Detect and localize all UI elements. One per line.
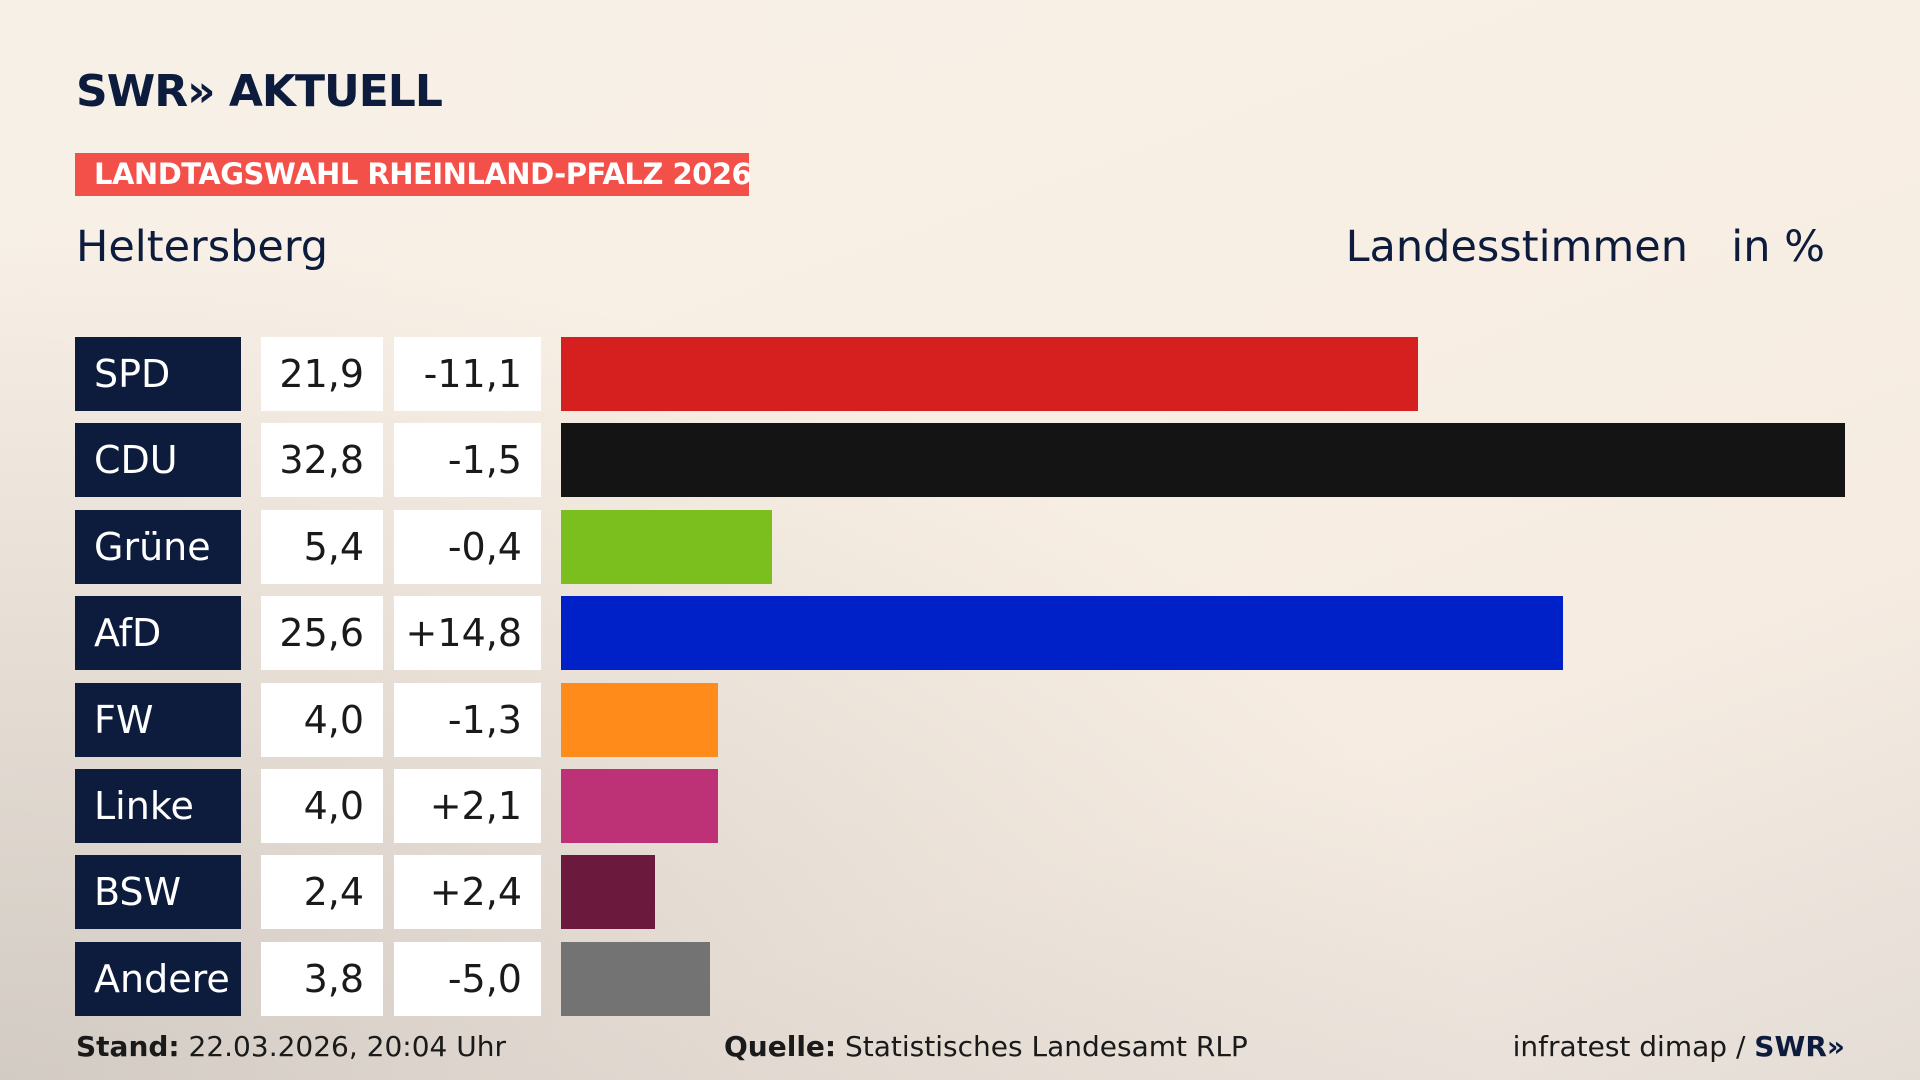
change-label: -11,1 (394, 337, 541, 411)
bar (561, 855, 655, 930)
value-label: 3,8 (261, 941, 383, 1016)
party-label: FW (75, 682, 241, 757)
change-label: -1,3 (394, 682, 541, 757)
stand-value: 22.03.2026, 20:04 Uhr (188, 1030, 506, 1063)
change-label: -0,4 (394, 509, 541, 584)
party-label: Linke (75, 769, 241, 843)
party-label: Andere (75, 941, 241, 1016)
party-label: SPD (75, 337, 241, 411)
bar (561, 596, 1564, 671)
credit-logo: SWR» (1754, 1030, 1845, 1063)
value-label: 32,8 (261, 423, 383, 498)
change-label: -5,0 (394, 941, 541, 1016)
party-label: Grüne (75, 509, 241, 584)
bar (561, 941, 710, 1016)
subtitle: Heltersberg (76, 222, 329, 272)
party-label: BSW (75, 855, 241, 930)
bar (561, 509, 773, 584)
change-label: -1,5 (394, 423, 541, 498)
party-label: CDU (75, 423, 241, 498)
unit-label: in % (1731, 222, 1825, 272)
logo: SWR» AKTUELL (76, 66, 443, 117)
stand-label: Stand: (76, 1030, 180, 1063)
change-label: +2,4 (394, 855, 541, 930)
value-label: 4,0 (261, 682, 383, 757)
value-label: 5,4 (261, 509, 383, 584)
value-label: 25,6 (261, 596, 383, 671)
value-label: 21,9 (261, 337, 383, 411)
election-tag: LANDTAGSWAHL RHEINLAND-PFALZ 2026 (75, 153, 752, 196)
bar (561, 423, 1845, 498)
bar (561, 337, 1419, 411)
source-label: Quelle: (724, 1030, 837, 1063)
credit-text: infratest dimap / (1512, 1030, 1746, 1063)
party-label: AfD (75, 596, 241, 671)
value-label: 2,4 (261, 855, 383, 930)
change-label: +2,1 (394, 769, 541, 843)
source: Quelle: Statistisches Landesamt RLP (724, 1030, 1248, 1063)
bar (561, 769, 718, 843)
stand: Stand: 22.03.2026, 20:04 Uhr (76, 1030, 506, 1063)
chart-title: Landesstimmen (1345, 222, 1688, 272)
value-label: 4,0 (261, 769, 383, 843)
bar (561, 682, 718, 757)
source-value: Statistisches Landesamt RLP (845, 1030, 1248, 1063)
change-label: +14,8 (394, 596, 541, 671)
credit: infratest dimap / SWR» (1513, 1030, 1845, 1063)
